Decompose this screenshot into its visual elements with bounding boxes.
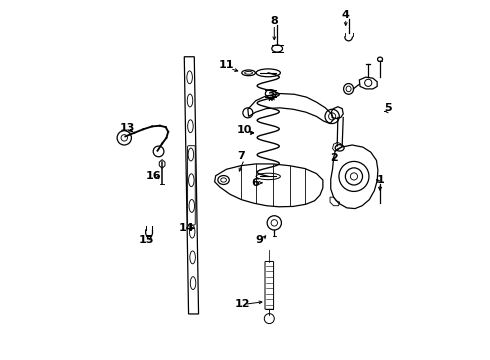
Text: 4: 4 xyxy=(342,10,350,20)
Text: 9: 9 xyxy=(255,235,263,245)
Text: 8: 8 xyxy=(270,16,278,26)
Text: 6: 6 xyxy=(251,178,259,188)
Text: 11: 11 xyxy=(219,60,234,70)
Text: 13: 13 xyxy=(120,123,135,133)
Text: 7: 7 xyxy=(237,151,245,161)
Text: 5: 5 xyxy=(384,103,392,113)
Text: 1: 1 xyxy=(377,175,385,185)
Text: 10: 10 xyxy=(237,125,252,135)
Text: 16: 16 xyxy=(146,171,162,181)
Text: 15: 15 xyxy=(139,235,154,245)
Text: 12: 12 xyxy=(234,299,250,309)
Text: 14: 14 xyxy=(178,223,194,233)
Text: 3: 3 xyxy=(267,92,274,102)
Text: 2: 2 xyxy=(330,153,338,163)
